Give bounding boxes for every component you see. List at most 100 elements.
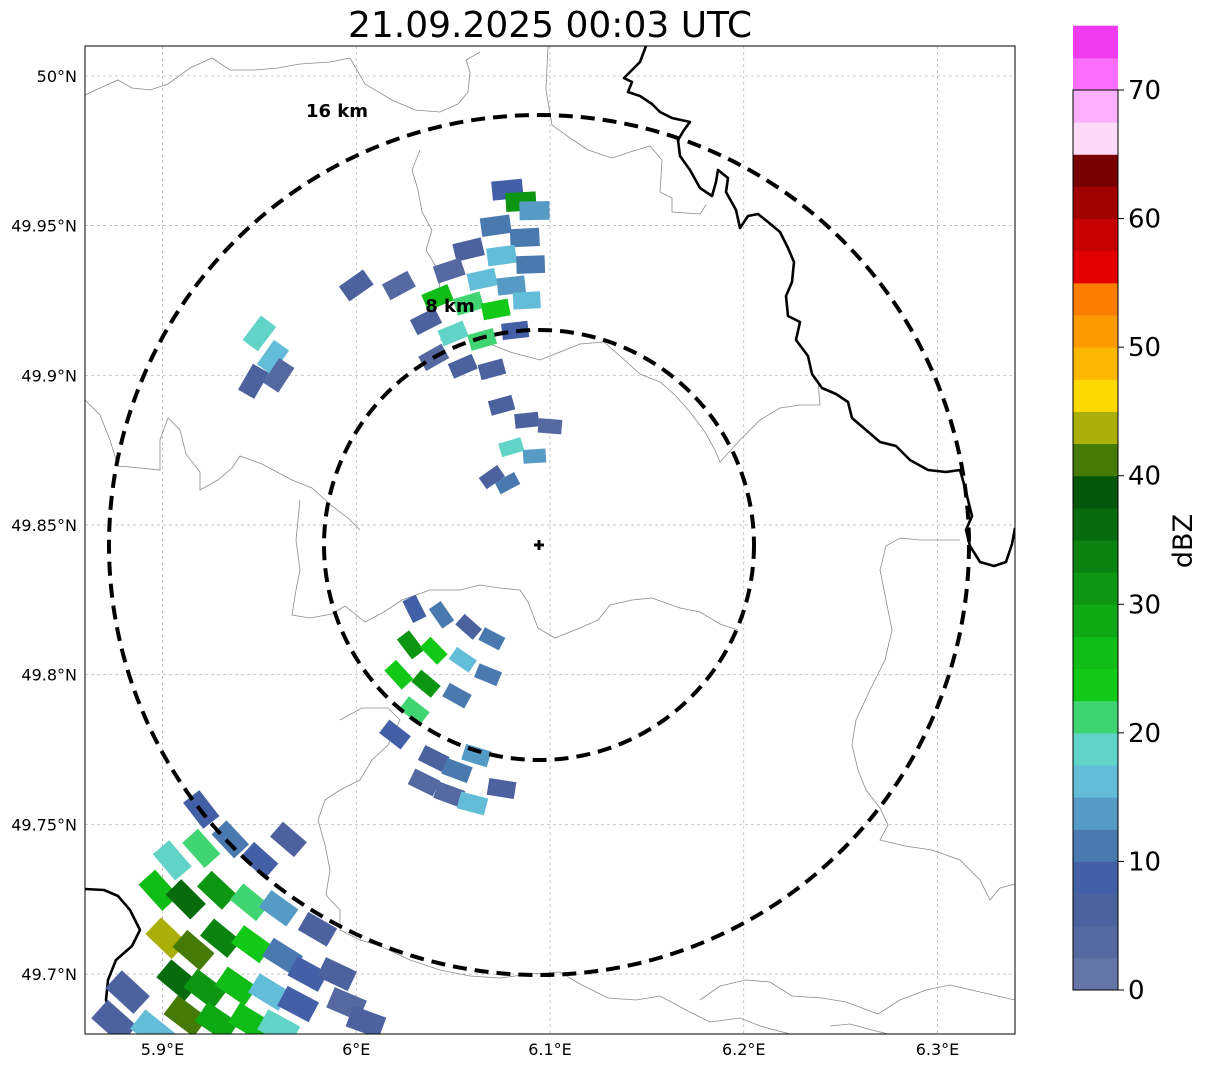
range-ring-16km — [107, 113, 971, 977]
colorbar-swatch — [1073, 668, 1118, 702]
echo-bin — [522, 448, 547, 464]
echo-bin — [238, 363, 270, 399]
echo-bin — [152, 840, 192, 881]
colorbar-swatch — [1073, 347, 1118, 380]
echo-bin — [417, 744, 450, 773]
colorbar-swatch — [1073, 732, 1118, 766]
colorbar-tick-label: 40 — [1128, 462, 1161, 492]
echo-bin — [172, 929, 215, 971]
x-axis-ticks: 5.9°E 6°E 6.1°E 6.2°E 6.3°E — [141, 1040, 960, 1059]
colorbar-swatch — [1073, 25, 1118, 59]
echo-bin — [345, 1005, 387, 1034]
echo-bin — [498, 437, 525, 458]
echo-bin — [455, 613, 483, 640]
echo-bin — [477, 358, 507, 381]
y-tick-label: 49.9°N — [21, 366, 77, 385]
echo-bin — [478, 627, 506, 651]
echo-bin — [480, 298, 511, 321]
x-tick-label: 6.3°E — [916, 1040, 960, 1059]
map-panel: 16 km 8 km 5.9°E 6°E 6.1°E 6.2°E 6.3°E 50°N 4… — [11, 45, 1016, 1059]
echo-bin — [452, 237, 485, 262]
colorbar-tick-label: 20 — [1128, 719, 1161, 749]
colorbar-swatch — [1073, 186, 1118, 220]
echo-bin — [456, 791, 489, 816]
boundary-line — [829, 1023, 889, 1034]
echo-bin — [242, 315, 277, 352]
colorbar-tick-label: 10 — [1128, 847, 1161, 877]
map-frame — [84, 45, 1016, 1035]
y-axis-ticks: 50°N 49.95°N 49.9°N 49.85°N 49.8°N 49.75°N 49.… — [11, 67, 77, 984]
colorbar-tick-label: 0 — [1128, 976, 1145, 1006]
x-tick-label: 6°E — [342, 1040, 370, 1059]
echo-bin — [509, 227, 540, 248]
colorbar-swatch — [1073, 507, 1118, 541]
echo-bin — [227, 1002, 272, 1034]
lat-lon-gridlines — [85, 46, 1015, 1034]
range-ring-label-8km: 8 km — [425, 296, 475, 317]
echo-mid-cell — [478, 394, 563, 495]
echo-bin — [263, 358, 295, 393]
echo-bin — [519, 201, 550, 221]
echo-northwest-cell — [238, 315, 295, 399]
colorbar-ticks: 0 10 20 30 40 50 60 70 — [1118, 76, 1161, 1006]
echo-north-cell — [338, 178, 550, 381]
colorbar-swatch — [1073, 765, 1118, 798]
echo-bin — [259, 889, 299, 927]
colorbar-swatch — [1073, 572, 1118, 605]
echo-bin — [486, 777, 517, 800]
echo-bin — [399, 696, 430, 726]
y-tick-label: 49.8°N — [21, 666, 77, 685]
boundary-line — [291, 499, 739, 639]
colorbar-swatch — [1073, 218, 1118, 252]
radar-site-marker — [534, 540, 544, 550]
boundary-line — [411, 149, 441, 311]
echo-bin — [411, 669, 441, 698]
echo-bin — [479, 214, 512, 237]
echo-bin — [432, 257, 466, 284]
echo-southwest-cell — [91, 790, 387, 1034]
boundary-line — [349, 51, 481, 113]
colorbar-swatch — [1073, 122, 1118, 155]
echo-bin — [452, 291, 485, 316]
y-tick-label: 49.95°N — [11, 217, 77, 236]
admin-boundaries — [85, 46, 1015, 1034]
colorbar-swatch — [1073, 636, 1118, 670]
echo-bin — [257, 1009, 301, 1034]
colorbar-swatch — [1073, 861, 1118, 895]
colorbar-swatch — [1073, 57, 1118, 91]
colorbar-swatch — [1073, 443, 1118, 477]
colorbar-swatch — [1073, 797, 1118, 830]
colorbar-swatch — [1073, 282, 1118, 316]
echo-bin — [338, 269, 374, 302]
x-tick-label: 5.9°E — [141, 1040, 185, 1059]
colorbar-swatch — [1073, 154, 1118, 187]
x-tick-label: 6.1°E — [528, 1040, 572, 1059]
colorbar-frame — [1072, 89, 1119, 991]
echo-bin — [516, 255, 546, 274]
colorbar-swatch — [1073, 315, 1118, 348]
echo-bin — [496, 275, 527, 296]
reflectivity-echoes — [91, 178, 563, 1034]
range-ring-8km — [322, 328, 756, 762]
echo-bin — [402, 594, 427, 624]
echo-bin — [211, 820, 250, 859]
echo-bin — [487, 394, 516, 416]
range-rings — [107, 113, 971, 977]
echo-bin — [478, 465, 506, 490]
colorbar-tick-label: 30 — [1128, 590, 1161, 620]
echo-bin — [270, 821, 307, 858]
boundary-line — [317, 707, 401, 947]
echo-bin — [379, 719, 411, 750]
y-tick-label: 50°N — [37, 67, 77, 86]
echo-bin — [433, 781, 466, 808]
y-tick-label: 49.75°N — [11, 815, 77, 834]
echo-bin — [486, 244, 518, 267]
colorbar-tick-label: 50 — [1128, 333, 1161, 363]
echo-bin — [514, 411, 540, 429]
y-tick-label: 49.7°N — [21, 965, 77, 984]
echo-bin — [138, 869, 179, 911]
boundary-line — [545, 46, 707, 215]
echo-bin — [297, 911, 338, 947]
echo-bin — [384, 659, 414, 690]
